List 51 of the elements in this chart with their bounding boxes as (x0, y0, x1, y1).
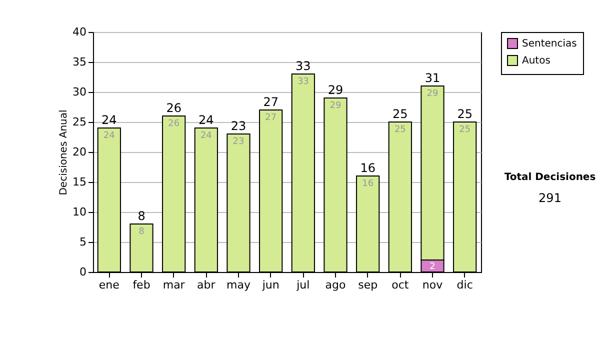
data-label: 33 (297, 77, 309, 87)
y-tick-label: 15 (72, 176, 86, 188)
y-tick-label: 0 (80, 266, 86, 278)
total-label: 25 (392, 107, 408, 121)
x-tick-label: feb (132, 278, 150, 292)
y-tick-label: 10 (72, 206, 86, 218)
y-tick-label: 40 (72, 26, 86, 38)
y-tick-label: 20 (72, 146, 86, 158)
data-label: 2 (430, 262, 436, 272)
x-tick-label: jun (261, 278, 280, 292)
total-label: 25 (457, 107, 472, 121)
x-tick-label: sep (358, 278, 378, 292)
total-label: 23 (230, 119, 246, 133)
total-label: 16 (360, 161, 376, 175)
total-label: 31 (424, 71, 440, 85)
data-label: 24 (103, 131, 116, 141)
total-label: 29 (328, 83, 344, 97)
y-tick-label: 30 (72, 86, 86, 98)
total-label: 26 (166, 101, 182, 115)
total-label: 24 (102, 113, 117, 127)
x-tick-label: jul (296, 278, 310, 292)
total-label: 24 (198, 113, 214, 127)
data-label: 25 (394, 125, 406, 135)
data-label: 27 (265, 113, 277, 123)
total-label: 27 (263, 95, 278, 109)
data-label: 29 (426, 89, 438, 99)
total-label: 33 (296, 59, 311, 73)
total-label: 8 (138, 209, 146, 223)
data-label: 25 (459, 125, 471, 135)
legend-label: Sentencias (522, 38, 577, 50)
data-label: 23 (232, 137, 244, 147)
y-tick-label: 25 (72, 116, 86, 128)
x-tick-label: mar (162, 278, 186, 292)
x-tick-label: ene (98, 278, 120, 292)
x-tick-label: dic (456, 278, 473, 292)
legend-label: Autos (522, 56, 550, 66)
x-tick-label: ago (325, 278, 346, 292)
data-label: 29 (330, 101, 342, 111)
data-label: 16 (362, 179, 374, 189)
x-tick-label: oct (392, 278, 410, 292)
data-label: 24 (200, 131, 212, 141)
text: Total Decisiones (503, 172, 597, 183)
y-tick-label: 35 (72, 56, 86, 68)
x-tick-label: may (226, 278, 251, 292)
y-axis-title: Decisiones Anual (58, 110, 70, 196)
data-label: 26 (168, 119, 180, 129)
text: 291 (538, 191, 562, 205)
x-tick-label: abr (197, 278, 216, 292)
y-tick-label: 5 (80, 236, 86, 248)
x-tick-label: nov (422, 278, 444, 292)
data-label: 8 (138, 227, 145, 237)
